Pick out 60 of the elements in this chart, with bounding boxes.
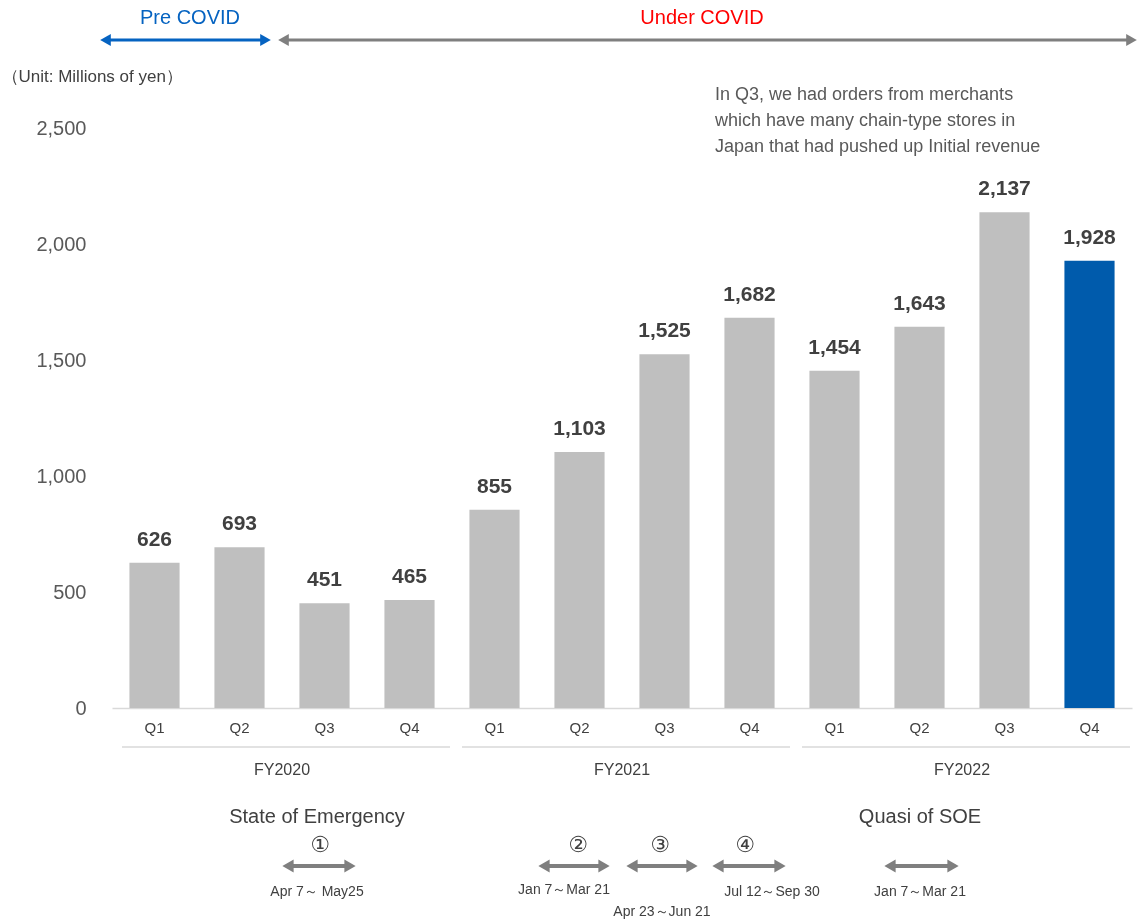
data-label: 451 <box>306 567 343 591</box>
data-label: 693 <box>221 511 258 535</box>
x-tick-label: Q4 <box>1079 718 1100 736</box>
y-tick-label: 0 <box>75 696 87 719</box>
text: Quasi of SOE <box>858 805 982 827</box>
text: Apr 7～ May25 <box>270 883 364 899</box>
data-label: 1,525 <box>638 318 692 342</box>
text: ② <box>568 832 588 857</box>
data-label: 1,454 <box>808 334 862 358</box>
bar <box>639 354 690 708</box>
bar <box>129 562 180 708</box>
y-tick-label: 500 <box>53 580 87 603</box>
bar <box>894 326 945 708</box>
text: ③ <box>650 832 670 857</box>
text: Jan 7～Mar 21 <box>518 881 611 897</box>
data-label: 2,137 <box>978 176 1031 200</box>
bar <box>979 212 1030 708</box>
text: Pre COVID <box>139 6 241 28</box>
x-tick-label: Q2 <box>909 718 930 736</box>
text: Under COVID <box>640 6 764 28</box>
bar <box>809 370 860 708</box>
bar <box>1064 260 1115 708</box>
data-label: 1,928 <box>1063 224 1117 248</box>
bar <box>299 603 350 708</box>
x-tick-label: Q2 <box>569 718 590 736</box>
x-tick-label: Q3 <box>654 718 675 736</box>
bar <box>469 509 520 708</box>
text: FY2022 <box>933 761 991 778</box>
y-tick-label: 1,500 <box>36 348 87 371</box>
data-label: 1,643 <box>893 290 946 314</box>
x-tick-label: Q1 <box>144 718 165 736</box>
y-tick-label: 2,000 <box>36 232 87 255</box>
data-label: 1,103 <box>553 416 606 440</box>
y-axis-title: （Unit: Millions of yen） <box>1 66 183 86</box>
annotation: In Q3, we had orders from merchants which have many chain-type stores in Japan that had pushed up Initial revenue <box>714 84 1041 156</box>
data-label: 626 <box>136 526 173 550</box>
x-tick-label: Q4 <box>739 718 760 736</box>
x-tick-label: Q3 <box>994 718 1015 736</box>
y-tick-label: 2,500 <box>36 116 87 139</box>
text: FY2020 <box>253 761 311 778</box>
x-tick-label: Q4 <box>399 718 420 736</box>
bar <box>384 600 435 708</box>
text: Jul 12～Sep 30 <box>724 883 821 899</box>
data-label: 1,682 <box>723 281 776 305</box>
x-tick-label: Q2 <box>229 718 250 736</box>
text: Jan 7～Mar 21 <box>874 883 967 899</box>
text: Apr 23～Jun 21 <box>613 903 711 919</box>
data-label: 855 <box>476 473 513 497</box>
bar <box>724 317 775 708</box>
data-label: 465 <box>391 564 428 588</box>
text: State of Emergency <box>229 805 405 827</box>
bar <box>214 547 265 708</box>
x-tick-label: Q1 <box>824 718 845 736</box>
x-tick-label: Q3 <box>314 718 335 736</box>
y-tick-label: 1,000 <box>36 464 87 487</box>
text: ① <box>310 832 330 857</box>
x-tick-label: Q1 <box>484 718 505 736</box>
text: FY2021 <box>593 761 651 778</box>
bar <box>554 452 605 708</box>
text: ④ <box>735 832 755 857</box>
